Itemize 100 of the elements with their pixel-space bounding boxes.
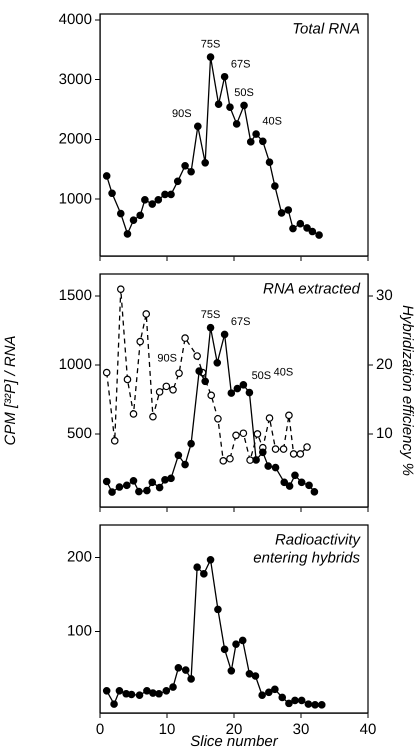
point bbox=[148, 200, 156, 208]
point bbox=[182, 666, 190, 674]
annotation: 40S bbox=[262, 116, 282, 128]
point bbox=[143, 486, 151, 494]
x-tick-label: 40 bbox=[360, 721, 376, 738]
point bbox=[187, 675, 195, 683]
point bbox=[116, 285, 125, 293]
point bbox=[169, 386, 177, 394]
text: Radioactivity entering hybrids bbox=[253, 532, 362, 567]
point bbox=[136, 212, 144, 220]
y-tick-label: 1000 bbox=[58, 190, 92, 208]
point bbox=[181, 334, 189, 342]
point bbox=[246, 388, 254, 396]
point bbox=[311, 701, 319, 709]
point bbox=[148, 478, 156, 486]
point bbox=[254, 430, 262, 438]
point bbox=[206, 53, 214, 61]
y2-tick-label: 30 bbox=[376, 287, 393, 304]
point bbox=[240, 381, 248, 389]
y2-tick-label: 10 bbox=[376, 425, 393, 442]
point bbox=[116, 210, 125, 218]
point bbox=[246, 670, 254, 678]
point bbox=[291, 471, 299, 480]
point bbox=[220, 72, 228, 81]
point bbox=[220, 646, 228, 654]
point bbox=[110, 700, 118, 708]
annotation: 90S bbox=[157, 352, 177, 365]
point bbox=[289, 224, 297, 232]
y-tick-label: 1000 bbox=[58, 356, 92, 374]
point bbox=[246, 456, 254, 464]
y-axis-title: CPM [³²P] / RNA bbox=[2, 335, 20, 446]
point bbox=[226, 454, 234, 463]
point bbox=[214, 606, 222, 614]
point bbox=[232, 120, 240, 128]
point bbox=[259, 137, 267, 146]
point bbox=[310, 488, 318, 496]
point bbox=[240, 102, 248, 110]
annotation: 75S bbox=[200, 38, 220, 51]
point bbox=[271, 686, 279, 694]
point bbox=[252, 672, 260, 680]
point bbox=[206, 324, 214, 332]
annotation: 90S bbox=[172, 108, 192, 120]
point bbox=[130, 477, 138, 485]
point bbox=[303, 224, 311, 232]
point bbox=[226, 103, 234, 112]
point bbox=[315, 231, 323, 239]
point bbox=[123, 482, 131, 490]
point bbox=[156, 388, 164, 396]
point bbox=[285, 700, 293, 708]
point bbox=[213, 358, 222, 367]
point bbox=[266, 414, 274, 422]
point bbox=[143, 686, 151, 695]
point bbox=[116, 483, 124, 491]
point bbox=[308, 228, 316, 236]
point bbox=[238, 636, 247, 644]
point bbox=[214, 414, 222, 423]
point bbox=[296, 220, 304, 228]
text: Total RNA bbox=[292, 20, 360, 38]
point bbox=[110, 437, 119, 445]
point bbox=[141, 196, 149, 204]
point bbox=[102, 172, 110, 180]
point bbox=[128, 690, 136, 698]
point bbox=[116, 686, 124, 695]
point bbox=[161, 190, 169, 198]
point bbox=[162, 686, 170, 695]
point bbox=[284, 206, 292, 214]
point bbox=[272, 445, 280, 453]
point bbox=[195, 367, 203, 375]
annotation: 50S bbox=[252, 370, 272, 382]
point bbox=[278, 694, 286, 702]
point bbox=[135, 488, 143, 496]
point bbox=[304, 700, 312, 708]
point bbox=[124, 230, 132, 238]
point bbox=[278, 209, 286, 217]
point bbox=[298, 478, 306, 486]
point bbox=[290, 450, 298, 458]
x-tick-label: 10 bbox=[158, 721, 176, 738]
point bbox=[108, 189, 116, 198]
point bbox=[252, 456, 260, 464]
point bbox=[161, 476, 169, 484]
y-tick-label: 100 bbox=[66, 622, 92, 640]
point bbox=[298, 696, 306, 704]
point bbox=[266, 158, 274, 166]
point bbox=[206, 556, 214, 564]
point bbox=[175, 369, 183, 378]
point bbox=[130, 216, 138, 224]
point bbox=[167, 190, 175, 198]
y-tick-label: 200 bbox=[66, 548, 92, 566]
point bbox=[318, 701, 326, 709]
point bbox=[142, 310, 150, 318]
point bbox=[303, 443, 311, 451]
point bbox=[271, 182, 279, 190]
point bbox=[291, 696, 299, 704]
point bbox=[162, 382, 170, 390]
point bbox=[154, 196, 162, 204]
point bbox=[246, 138, 255, 146]
point bbox=[272, 464, 280, 472]
point bbox=[102, 368, 110, 376]
y-tick-label: 2000 bbox=[58, 130, 92, 148]
x-tick-label: 0 bbox=[96, 721, 104, 738]
